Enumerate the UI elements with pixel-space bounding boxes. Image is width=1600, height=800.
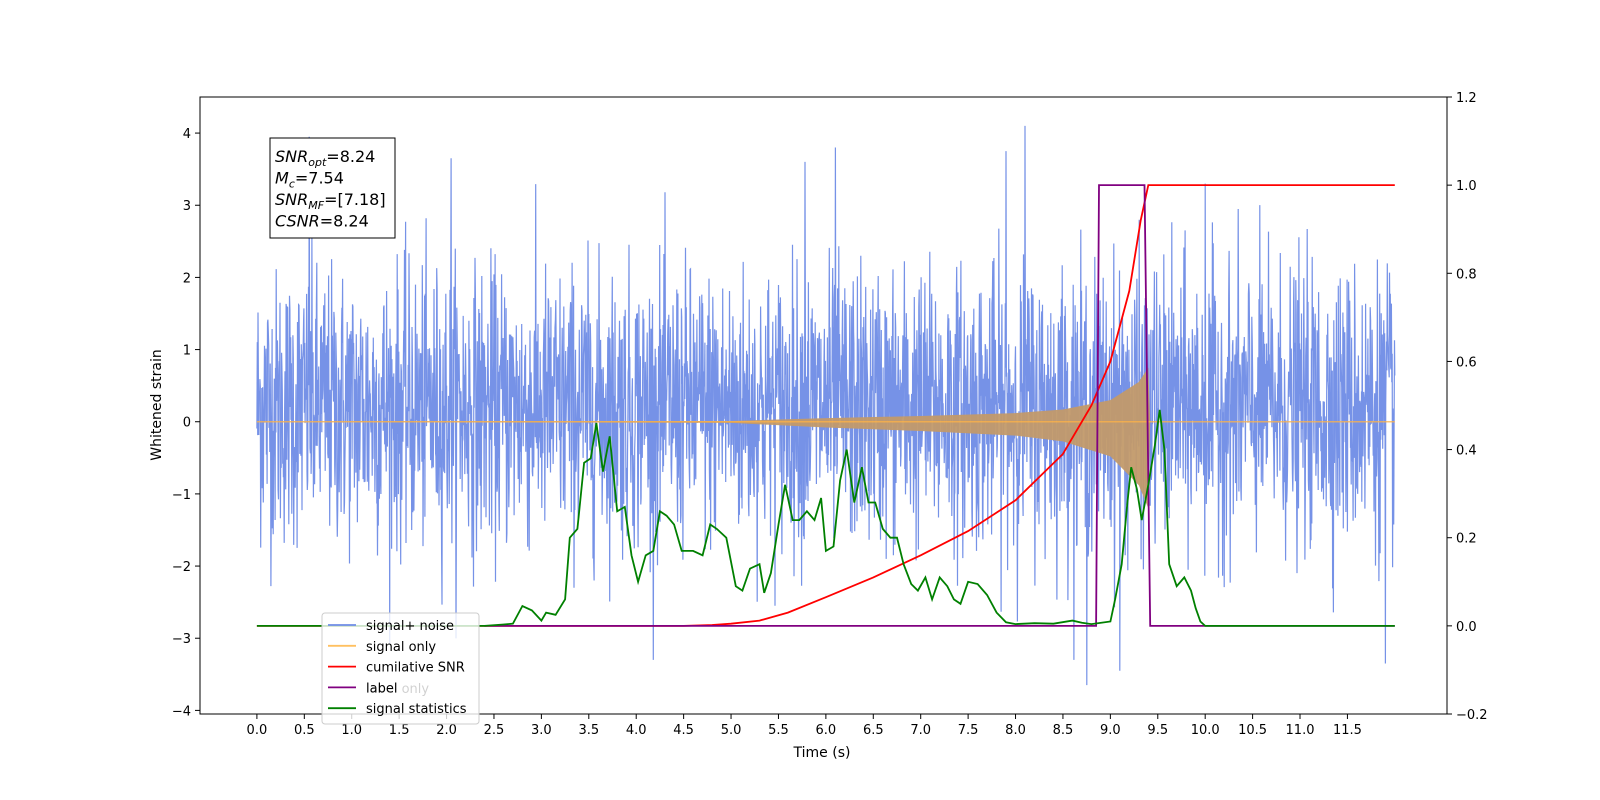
- y2-tick-label: 0.2: [1456, 532, 1477, 547]
- series-signal-noise-line: [256, 125, 1396, 686]
- y2-tick-label: 1.2: [1456, 91, 1477, 106]
- x-tick-label: 10.0: [1191, 723, 1220, 738]
- y-tick-label: 0: [183, 416, 191, 431]
- x-tick-label: 7.5: [958, 723, 979, 738]
- y2-tick-label: 0.6: [1456, 355, 1477, 370]
- series-cumilative-snrline: [256, 184, 1395, 627]
- x-tick-label: 6.0: [816, 723, 837, 738]
- x-tick-label: 1.5: [389, 723, 410, 738]
- x-tick-label: 9.5: [1147, 723, 1168, 738]
- y-tick-label: 4: [183, 127, 191, 142]
- y-axis-right: −0.2 0.0 0.2 0.4 0.6 0.8 1.0 1.2: [1447, 91, 1488, 723]
- y-axis-label: Whitened strain: [149, 349, 165, 460]
- legend-label: signal+ noise: [366, 619, 454, 634]
- y-tick-label: 2: [183, 271, 191, 286]
- annotation-value: =8.24: [326, 147, 375, 166]
- x-tick-label: 0.5: [294, 723, 315, 738]
- x-tick-label: 6.5: [863, 723, 884, 738]
- x-tick-label: 1.0: [341, 723, 362, 738]
- annotation-line: SNRopt=8.24: [275, 147, 375, 169]
- series-labelline: [484, 184, 1395, 627]
- axes-frame: [199, 96, 1448, 715]
- x-tick-label: 3.5: [578, 723, 599, 738]
- x-tick-label: 9.0: [1100, 723, 1121, 738]
- annotation-line: Mc=7.54: [275, 169, 344, 191]
- y2-tick-label: 0.8: [1456, 267, 1477, 282]
- x-tick-label: 7.0: [910, 723, 931, 738]
- annotation-subscript: c: [289, 178, 295, 191]
- x-tick-label: 11.0: [1286, 723, 1315, 738]
- legend-label: cumilative SNR: [366, 661, 465, 676]
- x-tick-label: 0.0: [247, 723, 268, 738]
- y2-tick-label: 0.0: [1456, 620, 1477, 635]
- legend-label: signal only: [366, 640, 436, 655]
- x-tick-label: 3.0: [531, 723, 552, 738]
- annotation-symbol: SNR: [275, 147, 308, 166]
- x-tick-label: 5.0: [721, 723, 742, 738]
- annotation-symbol: M: [275, 169, 289, 188]
- y-tick-label: −2: [172, 560, 191, 575]
- plot-data-area: [256, 125, 1396, 686]
- annotation-value: =7.54: [295, 169, 344, 188]
- y-tick-label: 3: [183, 199, 191, 214]
- y-tick-label: −1: [172, 488, 191, 503]
- x-tick-label: 4.0: [626, 723, 647, 738]
- legend-label-faint: label only: [366, 682, 429, 697]
- annotation-subscript: MF: [308, 199, 324, 212]
- legend: signal+ noise signal only cumilative SNR la…: [321, 612, 480, 725]
- x-tick-label: 2.5: [484, 723, 505, 738]
- x-tick-label: 8.5: [1053, 723, 1074, 738]
- annotation-line: SNRMF=[7.18]: [275, 190, 386, 212]
- x-tick-label: 10.5: [1238, 723, 1267, 738]
- x-tick-label: 8.0: [1005, 723, 1026, 738]
- y-tick-label: 1: [183, 344, 191, 359]
- x-axis-label: Time (s): [793, 745, 851, 761]
- legend-label: signal statistics: [366, 702, 467, 717]
- annotation-value: =[7.18]: [324, 190, 386, 209]
- y2-tick-label: −0.2: [1456, 708, 1488, 723]
- y2-tick-label: 1.0: [1456, 179, 1477, 194]
- y-tick-label: −4: [172, 704, 191, 719]
- y-axis-left: −4 −3 −2 −1 0 1 2 3 4: [172, 127, 200, 719]
- legend-label: label: [366, 681, 397, 696]
- annotation-symbol: CSNR: [275, 212, 320, 231]
- annotation-value: =8.24: [320, 212, 369, 231]
- x-tick-label: 5.5: [768, 723, 789, 738]
- x-tick-label: 2.0: [436, 723, 457, 738]
- legend-frame: [321, 612, 480, 725]
- series-signal-statisticsline: [256, 409, 1395, 627]
- annotation-symbol: SNR: [275, 190, 308, 209]
- x-tick-label: 11.5: [1333, 723, 1362, 738]
- x-axis: 0.0 0.5 1.0 1.5 2.0 2.5 3.0 3.5 4.0 4.5 5.0 5.5 6.0 6…: [247, 714, 1362, 738]
- y-tick-label: −3: [172, 632, 191, 647]
- annotation-line: CSNR=8.24: [275, 212, 369, 231]
- annotation-frame: [269, 137, 396, 239]
- x-tick-label: 4.5: [673, 723, 694, 738]
- y2-tick-label: 0.4: [1456, 444, 1477, 459]
- annotation-subscript: opt: [308, 156, 327, 169]
- series-signal-only-envelope: [256, 367, 1395, 509]
